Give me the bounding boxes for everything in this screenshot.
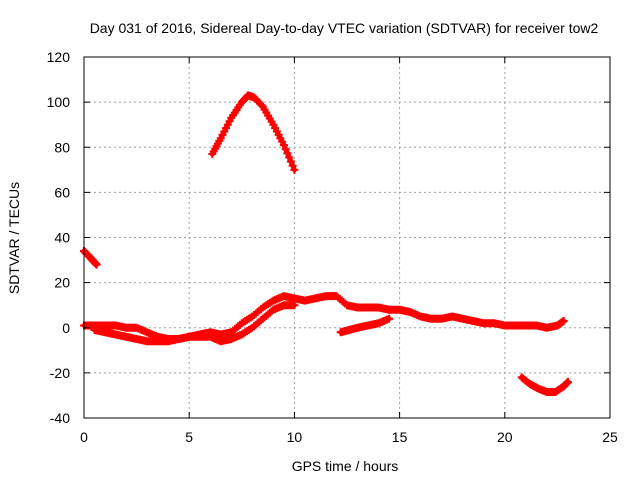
y-tick-label: 80	[54, 139, 70, 155]
axes-border	[83, 56, 611, 419]
plot-area	[80, 91, 572, 397]
data-point	[290, 165, 299, 174]
data-point	[257, 101, 266, 110]
x-tick-label: 15	[392, 429, 408, 445]
y-tick-label: 100	[47, 94, 71, 110]
data-point	[290, 301, 299, 310]
data-point	[559, 316, 568, 325]
series-arc-4	[208, 91, 299, 174]
data-point	[92, 260, 101, 269]
axis-ticks: 0 5 10 15 20 25 -40 -20 0 20 40 60 80 100 120	[47, 49, 618, 445]
x-axis-label: GPS time / hours	[292, 458, 399, 474]
series-arc-6	[517, 373, 572, 397]
y-tick-label: 20	[54, 275, 70, 291]
grid	[84, 57, 610, 418]
y-tick-label: -40	[50, 410, 70, 426]
series-arc-2	[80, 292, 568, 344]
series-arc-3	[90, 301, 299, 346]
y-tick-label: -20	[50, 365, 70, 381]
x-tick-label: 5	[185, 429, 193, 445]
data-point	[279, 140, 288, 149]
y-axis-label: SDTVAR / TECUs	[6, 182, 22, 294]
x-tick-label: 0	[80, 429, 88, 445]
y-tick-label: 40	[54, 230, 70, 246]
data-point	[385, 314, 394, 323]
x-tick-label: 10	[287, 429, 303, 445]
data-point	[288, 161, 297, 170]
y-tick-label: 0	[62, 320, 70, 336]
data-point	[283, 149, 292, 158]
y-tick-label: 60	[54, 184, 70, 200]
data-point	[563, 377, 572, 386]
series-arc-5	[336, 314, 394, 337]
x-tick-label: 20	[497, 429, 513, 445]
plot-frame	[83, 56, 611, 419]
data-point	[286, 157, 295, 166]
chart-title: Day 031 of 2016, Sidereal Day-to-day VTE…	[90, 20, 599, 36]
series-arc-1	[80, 247, 101, 269]
data-point	[281, 145, 290, 154]
x-tick-label: 25	[602, 429, 618, 445]
data-point	[285, 153, 294, 162]
y-tick-label: 120	[47, 49, 71, 65]
